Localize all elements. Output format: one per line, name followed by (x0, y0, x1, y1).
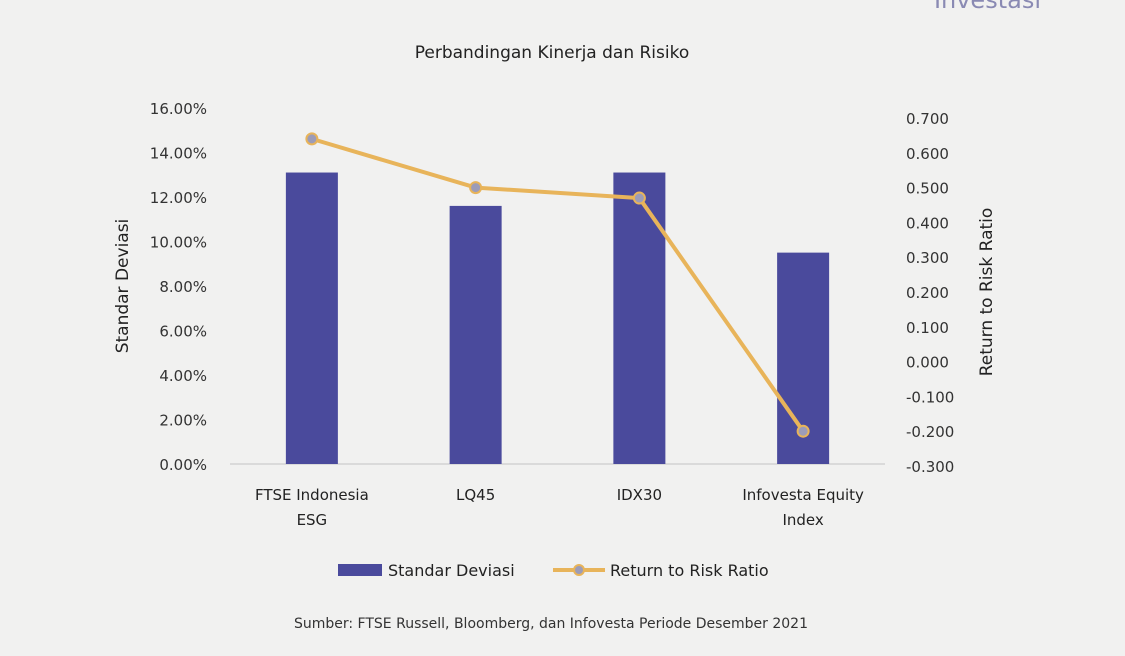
bar (613, 172, 666, 464)
right-tick-label: 0.700 (906, 110, 949, 128)
left-tick-label: 10.00% (150, 234, 207, 252)
right-tick-label: -0.100 (906, 388, 954, 406)
left-tick-label: 6.00% (159, 323, 207, 341)
legend-label-bars: Standar Deviasi (388, 561, 515, 580)
left-tick-label: 8.00% (159, 278, 207, 296)
legend: Standar Deviasi Return to Risk Ratio (338, 561, 769, 580)
corner-brand-text: Investasi (933, 0, 1041, 14)
legend-swatch-bars (338, 564, 382, 576)
line-marker (305, 132, 319, 146)
right-tick-label: 0.000 (906, 354, 949, 372)
left-tick-label: 0.00% (159, 456, 207, 474)
left-tick-label: 4.00% (159, 367, 207, 385)
line-marker (632, 191, 646, 205)
legend-swatch-marker (573, 564, 585, 576)
left-tick-label: 2.00% (159, 412, 207, 430)
right-tick-label: 0.600 (906, 145, 949, 163)
ratio-polyline (309, 136, 806, 434)
right-axis-title: Return to Risk Ratio (977, 208, 997, 377)
category-label: IDX30 (617, 486, 662, 504)
line-marker (469, 181, 483, 195)
right-tick-label: 0.100 (906, 319, 949, 337)
left-tick-label: 14.00% (150, 145, 207, 163)
right-tick-label: 0.200 (906, 284, 949, 302)
category-label: Index (782, 511, 823, 529)
legend-label-line: Return to Risk Ratio (610, 561, 769, 580)
chart-title: Perbandingan Kinerja dan Risiko (415, 43, 690, 63)
category-label: Infovesta Equity (742, 486, 864, 504)
source-note: Sumber: FTSE Russell, Bloomberg, dan Inf… (294, 616, 808, 632)
category-label: ESG (297, 511, 328, 529)
left-axis-title: Standar Deviasi (113, 219, 133, 354)
ratio-line (305, 132, 810, 438)
right-tick-label: -0.300 (906, 458, 954, 476)
right-tick-label: 0.300 (906, 249, 949, 267)
category-label: LQ45 (456, 486, 495, 504)
left-tick-label: 16.00% (150, 100, 207, 118)
bar (285, 172, 338, 464)
bar (449, 205, 502, 464)
category-label: FTSE Indonesia (255, 486, 369, 504)
right-tick-label: 0.500 (906, 180, 949, 198)
left-tick-label: 12.00% (150, 189, 207, 207)
line-marker (796, 424, 810, 438)
right-tick-label: 0.400 (906, 214, 949, 232)
bars (285, 172, 830, 464)
axes: 0.00% 2.00% 4.00% 6.00% 8.00% 10.00% 12.00% 14.… (113, 100, 997, 529)
right-tick-label: -0.200 (906, 423, 954, 441)
